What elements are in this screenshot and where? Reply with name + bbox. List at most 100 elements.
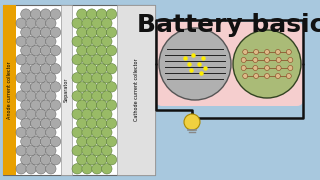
Circle shape (92, 145, 102, 156)
Circle shape (102, 127, 112, 138)
Circle shape (77, 82, 87, 92)
Circle shape (16, 145, 27, 156)
Circle shape (26, 127, 36, 138)
Bar (3, 5, 16, 175)
Circle shape (82, 36, 92, 47)
Circle shape (31, 82, 41, 92)
Circle shape (276, 73, 280, 78)
Circle shape (86, 45, 97, 56)
Bar (3, 5, 155, 175)
Circle shape (40, 27, 51, 37)
Circle shape (253, 50, 259, 55)
Circle shape (243, 50, 248, 55)
Circle shape (31, 118, 41, 129)
Circle shape (86, 27, 97, 37)
Circle shape (40, 45, 51, 56)
Circle shape (21, 118, 31, 129)
Circle shape (77, 27, 87, 37)
Circle shape (21, 64, 31, 74)
Circle shape (82, 73, 92, 83)
Circle shape (265, 57, 269, 62)
Circle shape (276, 66, 281, 71)
Circle shape (40, 100, 51, 110)
Circle shape (31, 64, 41, 74)
Circle shape (86, 118, 97, 129)
Circle shape (36, 54, 46, 65)
Circle shape (77, 64, 87, 74)
Circle shape (241, 57, 246, 62)
Circle shape (46, 54, 56, 65)
Circle shape (31, 9, 41, 19)
Circle shape (46, 127, 56, 138)
Circle shape (26, 145, 36, 156)
Circle shape (276, 50, 280, 55)
FancyBboxPatch shape (156, 22, 303, 106)
Circle shape (72, 164, 83, 174)
Circle shape (82, 91, 92, 101)
Circle shape (21, 27, 31, 37)
Circle shape (184, 114, 200, 130)
Circle shape (96, 64, 107, 74)
Circle shape (36, 91, 46, 101)
Circle shape (36, 145, 46, 156)
Circle shape (82, 109, 92, 119)
Circle shape (92, 54, 102, 65)
Circle shape (50, 27, 61, 37)
Circle shape (82, 145, 92, 156)
Circle shape (50, 154, 61, 165)
Circle shape (243, 73, 248, 78)
Circle shape (106, 27, 117, 37)
Circle shape (86, 100, 97, 110)
Circle shape (40, 136, 51, 147)
Circle shape (40, 9, 51, 19)
Circle shape (72, 18, 83, 28)
Circle shape (16, 73, 27, 83)
Circle shape (102, 18, 112, 28)
Circle shape (92, 73, 102, 83)
Circle shape (26, 36, 36, 47)
Circle shape (106, 118, 117, 129)
Circle shape (253, 66, 258, 71)
Circle shape (21, 82, 31, 92)
Circle shape (86, 82, 97, 92)
Circle shape (36, 73, 46, 83)
Circle shape (96, 45, 107, 56)
Circle shape (96, 82, 107, 92)
Circle shape (286, 73, 291, 78)
Circle shape (46, 109, 56, 119)
Circle shape (86, 136, 97, 147)
Circle shape (50, 118, 61, 129)
Circle shape (46, 36, 56, 47)
Circle shape (286, 50, 291, 55)
Circle shape (46, 145, 56, 156)
Circle shape (253, 57, 258, 62)
Bar (61, 5, 72, 175)
Circle shape (16, 164, 27, 174)
Circle shape (288, 57, 293, 62)
Circle shape (21, 45, 31, 56)
Circle shape (46, 18, 56, 28)
Circle shape (50, 82, 61, 92)
Circle shape (86, 64, 97, 74)
Circle shape (82, 54, 92, 65)
Circle shape (31, 45, 41, 56)
Circle shape (106, 100, 117, 110)
Circle shape (106, 154, 117, 165)
Circle shape (92, 164, 102, 174)
Circle shape (106, 64, 117, 74)
Circle shape (96, 118, 107, 129)
Circle shape (36, 164, 46, 174)
Circle shape (288, 66, 293, 71)
Bar (117, 5, 155, 175)
Circle shape (96, 27, 107, 37)
Circle shape (36, 127, 46, 138)
Circle shape (26, 109, 36, 119)
Circle shape (82, 164, 92, 174)
Circle shape (265, 66, 269, 71)
Circle shape (40, 82, 51, 92)
Circle shape (96, 100, 107, 110)
Circle shape (102, 164, 112, 174)
Circle shape (106, 45, 117, 56)
Circle shape (77, 100, 87, 110)
Circle shape (102, 145, 112, 156)
